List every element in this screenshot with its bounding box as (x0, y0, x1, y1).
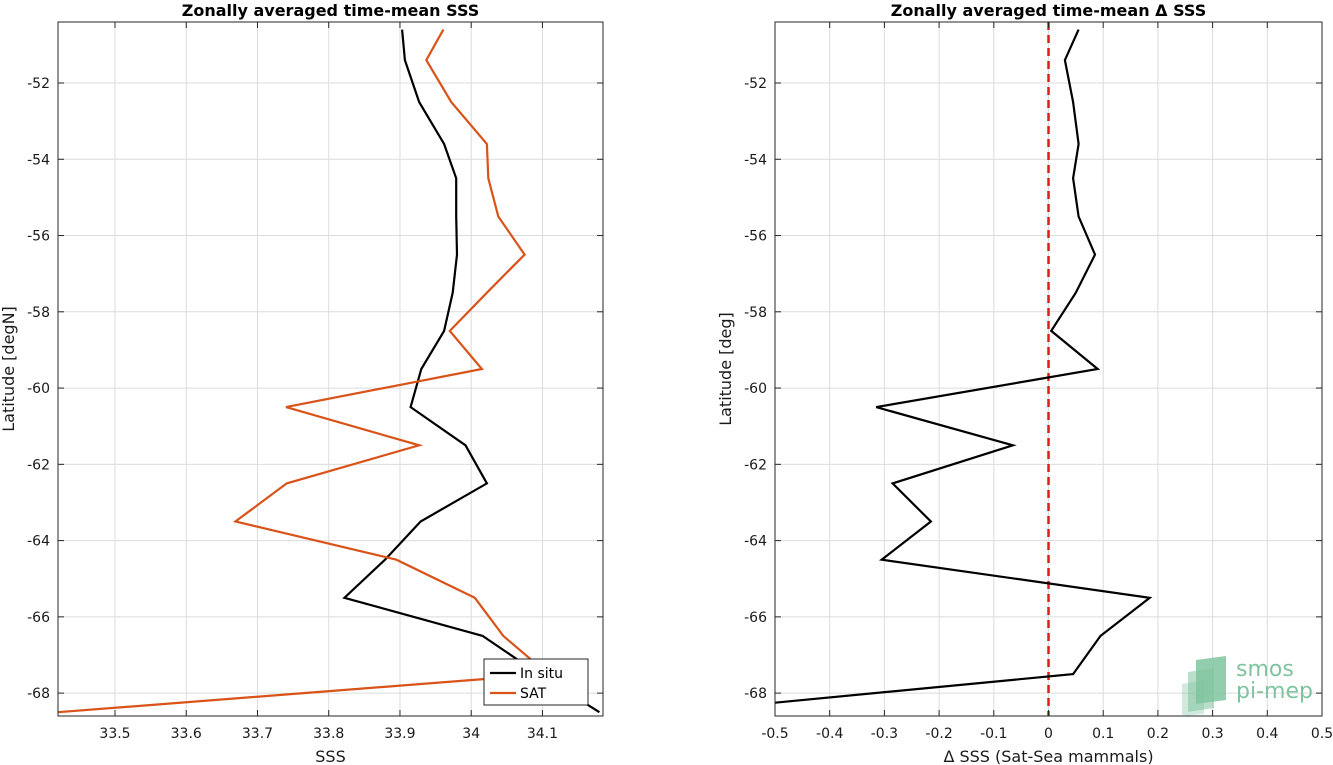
x-tick-label: 33.5 (99, 726, 130, 742)
logo-shape (1182, 680, 1204, 716)
y-tick-label: -64 (27, 534, 50, 550)
logo-text-line2: pi-mep (1236, 679, 1313, 704)
series-line-in-situ (342, 29, 600, 714)
legend-box (483, 658, 589, 706)
logo-text-line1: smos (1236, 657, 1294, 682)
chart-title: Zonally averaged time-mean SSS (182, 1, 480, 20)
x-tick-label: 0.3 (1201, 726, 1223, 742)
x-tick-label: 33.9 (384, 726, 415, 742)
plot-frame (57, 21, 604, 717)
chart-title: Zonally averaged time-mean Δ SSS (891, 1, 1207, 20)
y-tick-label: -66 (27, 610, 50, 626)
x-tick-label: 0.5 (1311, 726, 1333, 742)
y-tick-label: -68 (27, 686, 50, 702)
grid (58, 22, 603, 716)
y-tick-label: -52 (27, 76, 50, 92)
y-tick-label: -58 (27, 305, 50, 321)
y-tick-label: -64 (744, 534, 767, 550)
y-tick-label: -60 (27, 381, 50, 397)
y-tick-label: -66 (744, 610, 767, 626)
x-tick-label: 33.8 (313, 726, 344, 742)
legend-label: SAT (520, 686, 547, 702)
x-tick-label: -0.2 (925, 726, 952, 742)
y-tick-label: -52 (744, 76, 767, 92)
legend: In situ SAT (483, 658, 589, 706)
series-line-1 (775, 29, 1153, 704)
y-tick-label: -58 (744, 305, 767, 321)
x-tick-label: 0.2 (1147, 726, 1169, 742)
x-tick-label: -0.3 (871, 726, 898, 742)
chart-2: -0.5 -0.4 -0.3 -0.2 -0.1 0 0.1 0.2 0.3 0.4 0.5 -52 -… (716, 1, 1333, 765)
x-tick-label: -0.4 (816, 726, 843, 742)
x-tick-label: 33.6 (171, 726, 202, 742)
y-tick-label: -62 (744, 457, 767, 473)
y-axis-label: Latitude [degN] (0, 306, 18, 432)
x-tick-label: 34 (462, 726, 480, 742)
x-tick-label: 33.7 (242, 726, 273, 742)
x-tick-label: 0 (1044, 726, 1053, 742)
x-tick-label: 0.1 (1092, 726, 1114, 742)
chart-1: 33.5 33.6 33.7 33.8 33.9 34 34.1 -52 -54 -56 -58 -6… (0, 1, 604, 765)
x-axis-label: SSS (315, 747, 345, 765)
y-tick-label: -60 (744, 381, 767, 397)
y-tick-label: -68 (744, 686, 767, 702)
y-tick-label: -54 (27, 152, 50, 168)
legend-label: In situ (520, 666, 563, 682)
y-tick-label: -56 (744, 229, 767, 245)
logo-shape (1188, 668, 1214, 712)
x-tick-label: -0.5 (761, 726, 788, 742)
y-tick-label: -62 (27, 457, 50, 473)
y-tick-label: -56 (27, 229, 50, 245)
x-tick-label: 0.4 (1256, 726, 1278, 742)
x-tick-label: -0.1 (980, 726, 1007, 742)
series-line-sat (58, 29, 551, 714)
y-tick-label: -54 (744, 152, 767, 168)
x-axis-label: Δ SSS (Sat-Sea mammals) (943, 747, 1153, 765)
x-tick-label: 34.1 (527, 726, 558, 742)
y-axis-label: Latitude [deg] (716, 312, 735, 426)
